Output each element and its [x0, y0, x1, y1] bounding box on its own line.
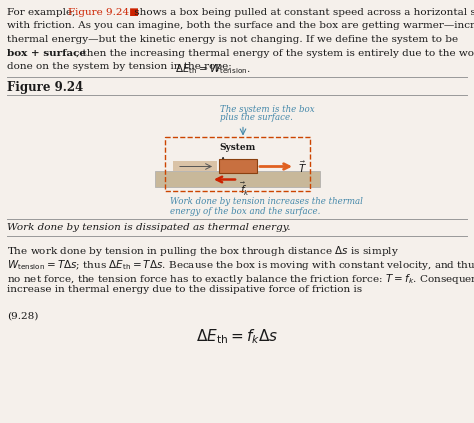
Text: For example,: For example, — [7, 8, 79, 17]
Text: box + surface: box + surface — [7, 49, 86, 58]
Text: $W_{\rm tension} = T\Delta s$; thus $\Delta E_{\rm th} = T\Delta s$. Because the: $W_{\rm tension} = T\Delta s$; thus $\De… — [7, 258, 474, 272]
Text: $\Delta E_{\rm th} = W_{\rm tension}$.: $\Delta E_{\rm th} = W_{\rm tension}$. — [175, 62, 251, 76]
Text: shows a box being pulled at constant speed across a horizontal surface: shows a box being pulled at constant spe… — [131, 8, 474, 17]
Bar — [155, 171, 320, 187]
Text: $\vec{f}_k$: $\vec{f}_k$ — [240, 181, 250, 198]
Text: done on the system by tension in the rope:: done on the system by tension in the rop… — [7, 62, 235, 71]
Text: Figure 9.24: Figure 9.24 — [7, 82, 83, 94]
Text: energy of the box and the surface.: energy of the box and the surface. — [170, 206, 320, 215]
Text: plus the surface.: plus the surface. — [220, 113, 293, 123]
Text: $\Delta E_{\rm th} = f_k \Delta s$: $\Delta E_{\rm th} = f_k \Delta s$ — [196, 327, 278, 346]
Bar — [219, 159, 257, 173]
Text: , then the increasing thermal energy of the system is entirely due to the work b: , then the increasing thermal energy of … — [76, 49, 474, 58]
Text: Figure 9.24■: Figure 9.24■ — [68, 8, 139, 17]
Text: The system is the box: The system is the box — [220, 104, 315, 113]
Text: $\Delta s$: $\Delta s$ — [219, 156, 232, 167]
Text: $\vec{T}$: $\vec{T}$ — [298, 159, 307, 175]
Bar — [165, 137, 310, 192]
Text: The work done by tension in pulling the box through distance $\Delta s$ is simpl: The work done by tension in pulling the … — [7, 244, 399, 258]
Text: with friction. As you can imagine, both the surface and the box are getting warm: with friction. As you can imagine, both … — [7, 22, 474, 30]
Text: no net force, the tension force has to exactly balance the friction force: $T = : no net force, the tension force has to e… — [7, 272, 474, 286]
Text: (9.28): (9.28) — [7, 312, 38, 321]
Text: thermal energy—but the kinetic energy is not changing. If we define the system t: thermal energy—but the kinetic energy is… — [7, 35, 458, 44]
Text: Work done by tension increases the thermal: Work done by tension increases the therm… — [170, 198, 363, 206]
Text: Work done by tension is dissipated as thermal energy.: Work done by tension is dissipated as th… — [7, 222, 291, 231]
Text: increase in thermal energy due to the dissipative force of friction is: increase in thermal energy due to the di… — [7, 285, 362, 294]
Text: System: System — [219, 143, 255, 151]
Bar — [173, 162, 217, 171]
